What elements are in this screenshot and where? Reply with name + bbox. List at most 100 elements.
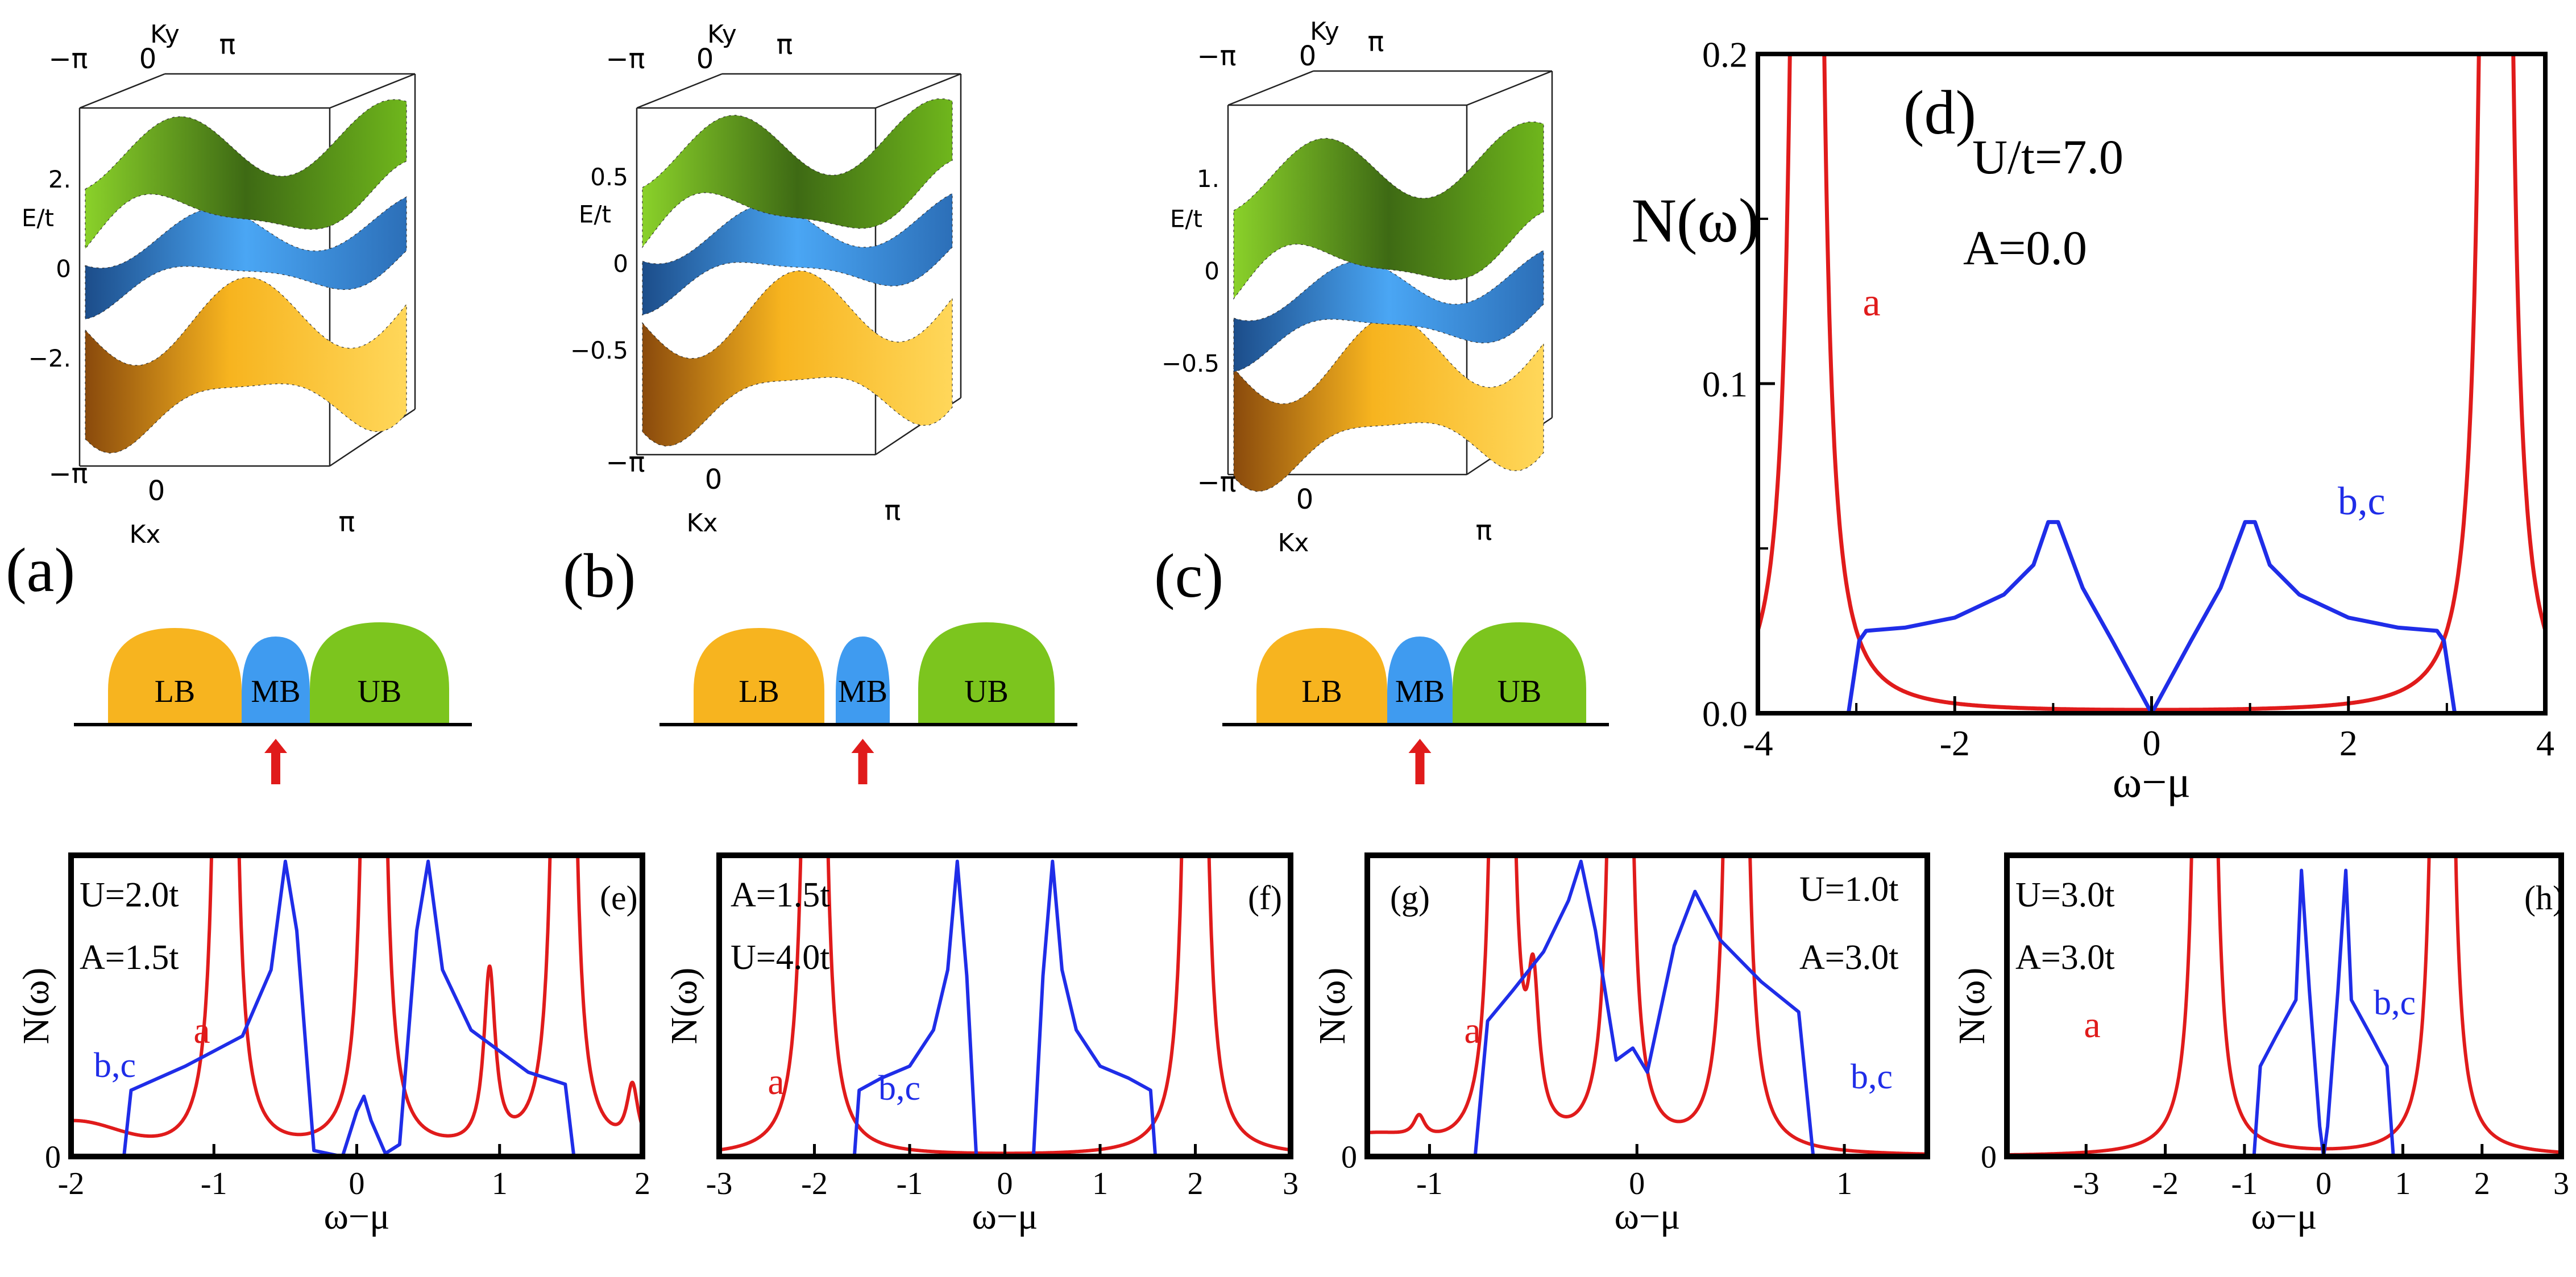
band-panel-a: 2. 0 −2. E/t −π 0 π Ky −π 0 π Kx (a) LB MB UB [6, 20, 472, 784]
box-edge [875, 73, 961, 109]
kx-axis-label: Kx [687, 509, 718, 538]
y-tick-label: 0.1 [1702, 364, 1748, 404]
plot-area [1367, 855, 1927, 1157]
parameter-annotation: U=3.0t [2015, 876, 2114, 914]
series-bc-line [2007, 868, 2561, 1157]
y-axis-label: N(ω) [1951, 967, 1993, 1044]
parameter-annotation: A=1.5t [80, 938, 179, 977]
lower-band-surface [85, 277, 407, 454]
x-tick-label: 0 [2316, 1166, 2332, 1201]
kx-tick-label: 0 [148, 475, 165, 507]
ky-axis-label: Ky [150, 20, 180, 49]
series-label-a: a [2084, 1004, 2100, 1046]
ky-tick-label: −π [48, 43, 88, 75]
dos-chart-f: -3 -2 -1 0 1 2 3 ω−μ N(ω) (f) A=1.5t U=4.0t a b,c [663, 852, 1299, 1237]
ky-tick-label: π [777, 29, 793, 61]
parameter-annotation: A=3.0t [2015, 938, 2114, 977]
band-label: MB [251, 674, 300, 709]
y-tick-label: 0 [1981, 1140, 1997, 1175]
lower-band-surface [1233, 315, 1544, 492]
panel-label: (e) [600, 879, 638, 917]
band-schematic: LB MB UB [659, 622, 1077, 784]
chemical-potential-arrow [1408, 739, 1432, 784]
x-tick-label: 2 [2474, 1166, 2490, 1201]
box-edge [636, 73, 723, 109]
x-tick-label: 1 [492, 1166, 508, 1201]
kx-tick-label: −π [1197, 467, 1236, 498]
series-label-bc: b,c [1851, 1058, 1893, 1096]
series-bc-line [719, 859, 1291, 1157]
band-label: UB [964, 674, 1009, 709]
kx-tick-label: π [885, 495, 901, 527]
x-tick-label: -2 [1940, 723, 1970, 763]
panel-label: (a) [6, 535, 75, 605]
energy-tick-label: 1. [1197, 165, 1219, 193]
lower-band-surface [642, 270, 953, 447]
x-axis-label: ω−μ [972, 1196, 1038, 1237]
series-a-line [71, 855, 642, 1138]
x-tick-label: -1 [1416, 1166, 1443, 1201]
y-axis-label: N(ω) [663, 967, 705, 1044]
energy-axis-label: E/t [22, 204, 54, 232]
plot-area [2007, 855, 2561, 1157]
kx-tick-label: π [1476, 515, 1492, 547]
series-label-a: a [193, 1010, 210, 1051]
kx-tick-label: 0 [1296, 484, 1314, 515]
box-edge [79, 73, 165, 109]
series-label-bc: b,c [2374, 984, 2416, 1022]
energy-tick-label: −0.5 [1162, 350, 1219, 377]
x-tick-label: -3 [2073, 1166, 2100, 1201]
x-axis-label: ω−μ [1614, 1196, 1680, 1237]
x-tick-label: -3 [706, 1166, 733, 1201]
band-label: UB [358, 674, 402, 709]
energy-tick-label: 0 [1204, 257, 1219, 285]
upper-band-dome [918, 622, 1055, 725]
x-tick-label: -2 [2152, 1166, 2179, 1201]
parameter-annotation: U=1.0t [1799, 870, 1898, 909]
kx-axis-label: Kx [130, 520, 161, 549]
x-tick-label: 2 [1188, 1166, 1204, 1201]
parameter-annotation: A=3.0t [1799, 938, 1898, 977]
series-bc-line [1758, 520, 2545, 713]
ky-tick-label: −π [1197, 40, 1236, 72]
series-a-line [1758, 54, 2545, 712]
box-edge [1466, 70, 1553, 106]
kx-tick-label: π [339, 506, 355, 538]
kx-tick-label: −π [48, 458, 88, 490]
kx-tick-label: −π [605, 447, 645, 479]
y-axis-label: N(ω) [15, 967, 57, 1044]
band-schematic: LB MB UB [1222, 622, 1609, 784]
panel-label: (g) [1390, 879, 1430, 917]
lower-band-dome [1256, 628, 1387, 725]
energy-tick-label: 0 [56, 255, 71, 283]
ky-tick-label: 0 [696, 43, 714, 75]
parameter-annotation: U/t=7.0 [1972, 130, 2123, 184]
x-tick-label: 3 [2553, 1166, 2569, 1201]
panel-label: (f) [1248, 879, 1282, 917]
x-axis-label: ω−μ [2113, 757, 2191, 806]
ky-tick-label: π [219, 29, 236, 61]
x-tick-label: 0 [997, 1166, 1013, 1201]
x-tick-label: -2 [801, 1166, 828, 1201]
band-label: MB [838, 674, 887, 709]
middle-band-dome [1387, 637, 1453, 725]
ky-tick-label: 0 [1299, 40, 1317, 72]
x-tick-label: 0 [1629, 1166, 1645, 1201]
upper-band-surface [1233, 122, 1544, 300]
ky-axis-label: Ky [707, 20, 737, 49]
plot-frame [2004, 852, 2564, 1159]
lower-band-dome [108, 628, 242, 725]
middle-band-dome [242, 637, 310, 725]
y-tick-label: 0.0 [1702, 693, 1748, 734]
chemical-potential-arrow [851, 739, 874, 784]
series-bc-line [71, 859, 642, 1157]
energy-tick-label: 2. [48, 165, 71, 193]
ky-axis-label: Ky [1310, 17, 1339, 46]
y-tick-label: 0.2 [1702, 34, 1748, 74]
chemical-potential-arrow [264, 739, 287, 784]
y-axis-label: N(ω) [1631, 186, 1759, 255]
middle-band-surface [85, 196, 407, 320]
x-axis-label: ω−μ [2251, 1196, 2317, 1237]
